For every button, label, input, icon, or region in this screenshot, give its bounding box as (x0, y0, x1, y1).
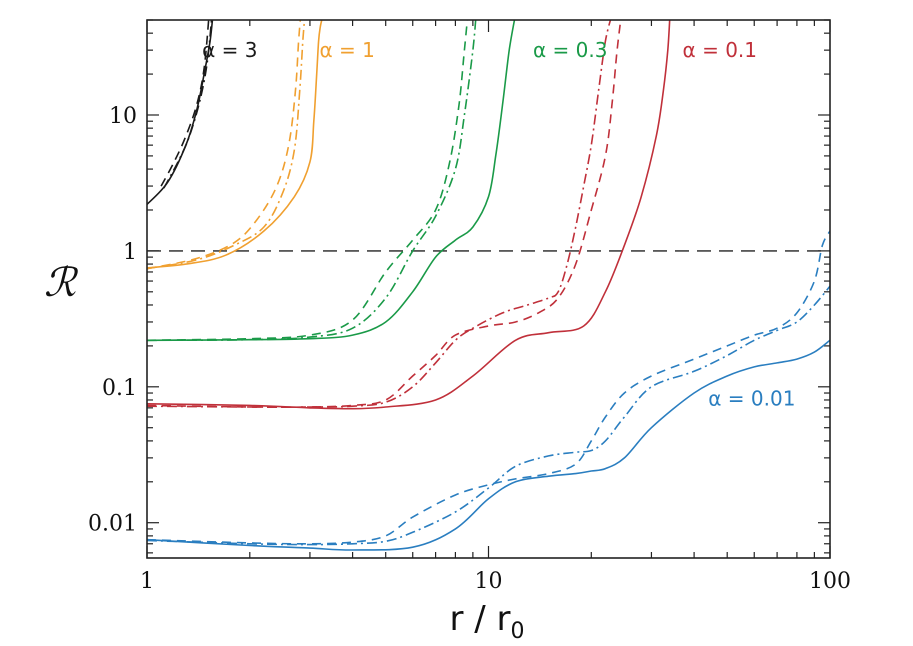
plot-frame (146, 19, 831, 559)
series-group (147, 20, 671, 410)
y-tick-label: 10 (109, 104, 137, 129)
series-line-solid (147, 339, 830, 551)
x-axis-title: r / r0 (449, 599, 524, 644)
y-tick-label: 0.1 (102, 376, 137, 401)
series-line-dashed (147, 20, 469, 342)
series-label: α = 0.3 (533, 38, 607, 62)
series-line-dashdot (147, 285, 830, 546)
series-label: α = 0.01 (708, 387, 795, 411)
x-tick-label: 1 (140, 569, 154, 594)
axis-ticks (146, 19, 831, 558)
y-axis-title: ℛ (44, 260, 79, 306)
series-line-solid (147, 20, 323, 269)
x-axis-title-main: r / r (449, 599, 510, 639)
series-line-solid (147, 20, 671, 410)
series-group (147, 20, 516, 342)
series-line-dashed (147, 230, 830, 545)
x-axis-title-subscript: 0 (511, 619, 525, 644)
series-line-dashed (147, 20, 302, 270)
series-label: α = 3 (202, 38, 257, 62)
x-tick-label: 10 (475, 569, 503, 594)
series-layer (147, 20, 830, 551)
series-line-dashed (147, 20, 622, 409)
series-line-dashdot (147, 20, 477, 342)
series-label: α = 0.1 (683, 38, 757, 62)
series-line-dashdot (147, 20, 306, 270)
tick-labels: 1 10 100 0.01 0.1 1 10 (88, 104, 851, 594)
y-tick-label: 1 (123, 240, 137, 265)
series-group (147, 230, 830, 551)
series-label: α = 1 (320, 38, 375, 62)
x-tick-label: 100 (809, 569, 851, 594)
series-group (147, 20, 323, 270)
series-line-dashdot (163, 20, 213, 189)
series-line-dashdot (147, 20, 612, 408)
series-group (147, 20, 214, 205)
series-labels: α = 3 α = 1 α = 0.3 α = 0.1 α = 0.01 (202, 38, 795, 410)
series-line-solid (147, 20, 516, 342)
y-tick-label: 0.01 (88, 512, 137, 537)
